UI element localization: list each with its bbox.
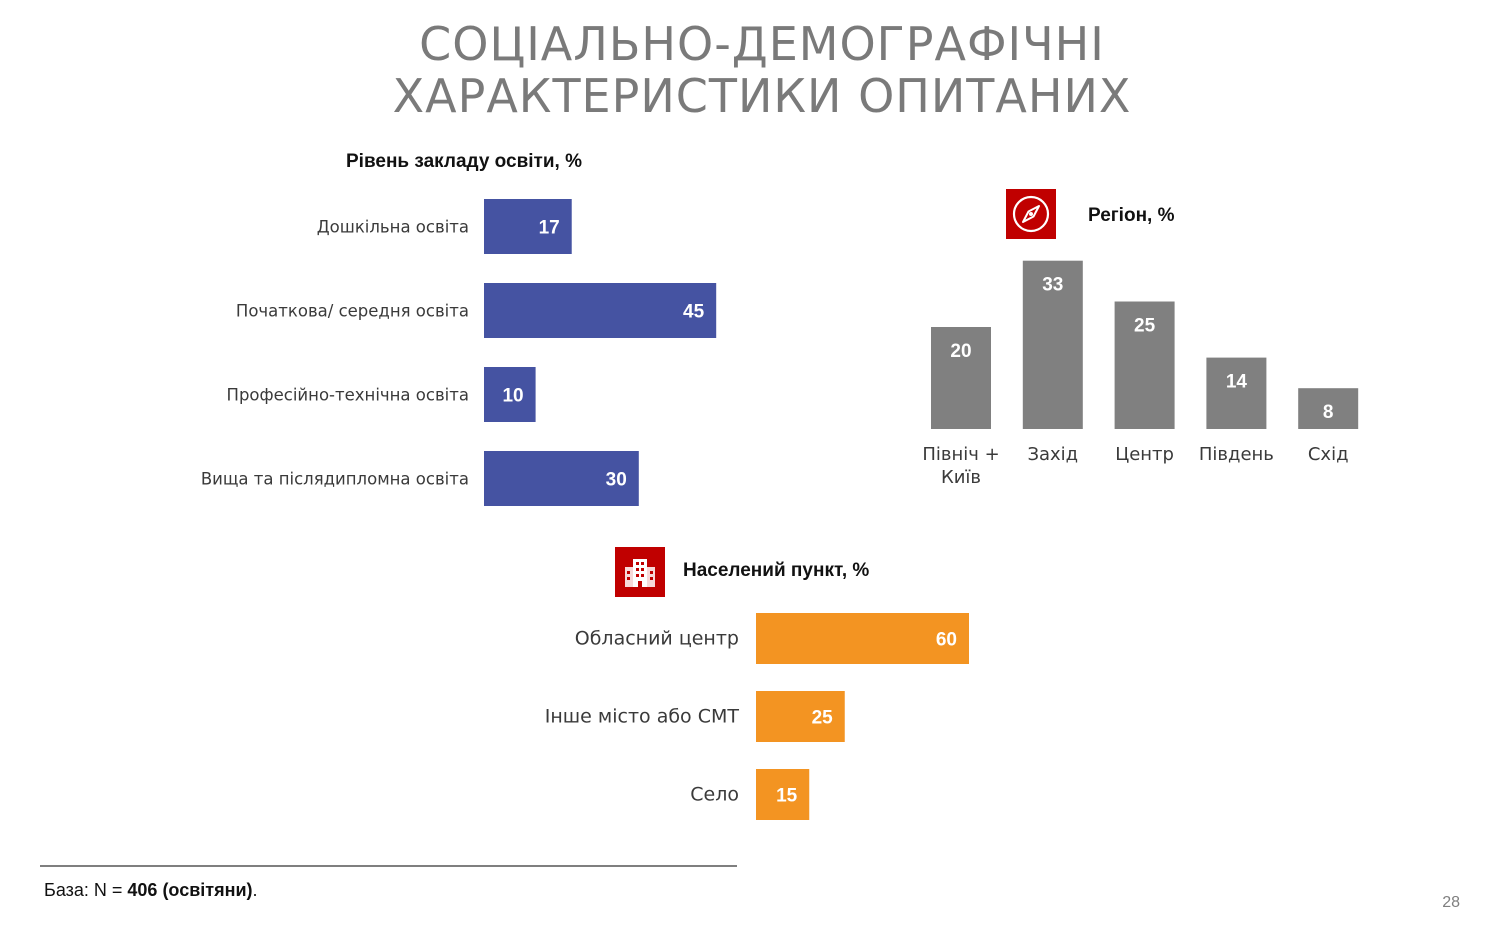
settlement-bar	[756, 691, 845, 742]
education-bar	[484, 451, 639, 506]
region-value-label: 14	[1226, 372, 1248, 393]
region-bar	[1022, 260, 1083, 429]
settlement-value-label: 25	[812, 708, 834, 729]
slide-title-line1: СОЦІАЛЬНО-ДЕМОГРАФІЧНІ	[419, 17, 1105, 71]
region-chart: 20 Північ + Київ 33 Захід 25 Центр 14 Південь 8 Сх…	[922, 260, 1359, 488]
footer-prefix: База: N =	[44, 880, 128, 900]
education-category-label: Дошкільна освіта	[317, 218, 469, 237]
region-bar	[1114, 301, 1175, 429]
education-bar	[484, 367, 536, 422]
settlement-value-label: 60	[936, 630, 957, 651]
settlement-category-label: Обласний центр	[575, 628, 739, 650]
education-category-label: Професійно-технічна освіта	[227, 386, 469, 405]
region-category-label: Південь	[1199, 444, 1274, 465]
footer-divider	[40, 865, 737, 867]
education-value-label: 30	[606, 470, 627, 491]
education-category-label: Початкова/ середня освіта	[236, 302, 469, 321]
region-category-label: Північ + Київ	[922, 444, 999, 488]
region-bar	[1298, 388, 1359, 429]
education-bar	[484, 199, 572, 254]
education-chart: Дошкільна освіта 17 Початкова/ середня осв…	[201, 199, 717, 506]
footer-base-note: База: N = 406 (освітяни).	[44, 880, 258, 901]
region-bar	[1206, 357, 1267, 429]
region-value-label: 8	[1323, 402, 1334, 423]
slide-title-line2: ХАРАКТЕРИСТИКИ ОПИТАНИХ	[392, 69, 1132, 123]
education-chart-title: Рівень закладу освіти, %	[346, 151, 582, 172]
compass-icon	[1006, 189, 1056, 239]
slide-title: СОЦІАЛЬНО-ДЕМОГРАФІЧНІ ХАРАКТЕРИСТИКИ ОП…	[250, 18, 1274, 122]
settlement-chart-title: Населений пункт, %	[683, 560, 870, 581]
region-category-label: Схід	[1308, 444, 1349, 465]
settlement-chart: Обласний центр 60 Інше місто або СМТ 25 Село…	[545, 613, 969, 820]
buildings-icon	[615, 547, 665, 597]
education-value-label: 45	[683, 302, 705, 323]
region-value-label: 33	[1042, 275, 1063, 296]
education-category-label: Вища та післядипломна освіта	[201, 470, 469, 489]
settlement-category-label: Село	[690, 784, 739, 806]
settlement-category-label: Інше місто або СМТ	[545, 706, 740, 728]
education-bar	[484, 283, 717, 338]
region-bar	[931, 327, 991, 429]
settlement-bar	[756, 613, 969, 664]
education-value-label: 10	[502, 386, 523, 407]
region-category-label: Захід	[1027, 444, 1078, 465]
footer-bold: 406 (освітяни)	[127, 880, 253, 900]
education-value-label: 17	[539, 218, 560, 239]
page-number: 28	[1442, 894, 1460, 911]
settlement-value-label: 15	[776, 786, 798, 807]
region-value-label: 25	[1134, 316, 1156, 337]
region-value-label: 20	[950, 341, 971, 362]
footer-suffix: .	[252, 880, 258, 900]
settlement-bar	[756, 769, 810, 820]
region-chart-title: Регіон, %	[1088, 205, 1175, 226]
region-category-label: Центр	[1115, 444, 1174, 465]
